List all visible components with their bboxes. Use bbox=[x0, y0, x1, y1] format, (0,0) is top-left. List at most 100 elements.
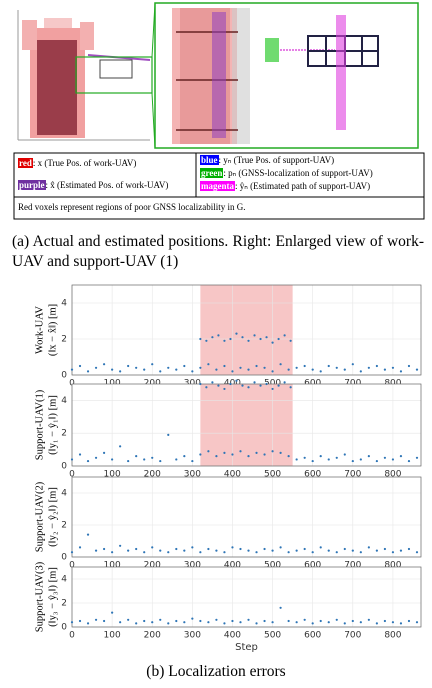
x-tick-label: 100 bbox=[104, 470, 121, 480]
point bbox=[407, 547, 411, 551]
point bbox=[231, 453, 234, 456]
point bbox=[167, 622, 170, 625]
x-tick-label: 100 bbox=[104, 561, 121, 571]
point bbox=[151, 363, 154, 366]
x-tick-label: 400 bbox=[224, 379, 241, 389]
point bbox=[175, 547, 178, 551]
y-tick-label: 4 bbox=[61, 396, 67, 406]
point bbox=[277, 384, 280, 387]
point bbox=[399, 455, 403, 458]
point bbox=[303, 547, 306, 551]
point bbox=[247, 549, 250, 552]
y-tick-label: 0 bbox=[61, 462, 67, 472]
x-tick-label: 600 bbox=[304, 631, 321, 641]
point bbox=[343, 453, 346, 456]
point bbox=[343, 622, 346, 625]
point bbox=[199, 382, 202, 386]
point bbox=[295, 366, 298, 369]
point bbox=[175, 368, 178, 371]
point bbox=[191, 546, 194, 549]
point bbox=[223, 551, 226, 554]
point bbox=[383, 547, 386, 551]
point bbox=[327, 364, 330, 368]
point bbox=[383, 456, 386, 459]
x-tick-label: 300 bbox=[184, 631, 201, 641]
y-tick-label: 4 bbox=[61, 299, 67, 309]
point bbox=[247, 386, 250, 389]
point bbox=[271, 549, 274, 552]
x-tick-label: 800 bbox=[384, 379, 401, 389]
point bbox=[102, 619, 106, 623]
point bbox=[399, 622, 403, 625]
point bbox=[407, 619, 411, 623]
x-tick-label: 0 bbox=[69, 470, 75, 480]
point bbox=[217, 334, 220, 337]
point bbox=[375, 549, 378, 552]
caption-a: (a) Actual and estimated positions. Righ… bbox=[12, 233, 424, 270]
y-tick-label: 4 bbox=[61, 575, 67, 585]
point bbox=[367, 618, 370, 621]
point bbox=[235, 379, 238, 382]
point bbox=[183, 549, 186, 552]
legend-key: blue bbox=[200, 155, 219, 165]
plot-area bbox=[72, 567, 421, 627]
point bbox=[247, 455, 250, 458]
point bbox=[265, 382, 268, 386]
point bbox=[271, 341, 274, 344]
point bbox=[183, 621, 186, 624]
point bbox=[335, 456, 338, 459]
point bbox=[289, 339, 292, 342]
legend-text: : pₙ (GNSS-localization of support-UAV) bbox=[223, 168, 373, 178]
point bbox=[319, 619, 322, 623]
point bbox=[199, 337, 202, 341]
point bbox=[271, 621, 274, 624]
x-tick-label: 400 bbox=[224, 561, 241, 571]
point bbox=[143, 551, 146, 554]
point bbox=[111, 368, 114, 371]
point bbox=[311, 622, 314, 625]
point bbox=[263, 366, 266, 369]
x-tick-label: 300 bbox=[184, 561, 201, 571]
y-tick-label: 2 bbox=[61, 335, 67, 345]
point bbox=[255, 622, 258, 625]
x-tick-label: 300 bbox=[184, 379, 201, 389]
x-tick-label: 0 bbox=[69, 631, 75, 641]
point bbox=[94, 618, 98, 621]
x-tick-label: 800 bbox=[384, 561, 401, 571]
legend-text: : ŷₙ (Estimated path of support-UAV) bbox=[235, 181, 371, 191]
point bbox=[311, 551, 314, 554]
point bbox=[319, 455, 322, 458]
x-tick-label: 600 bbox=[304, 470, 321, 480]
point bbox=[375, 364, 378, 368]
legend-key: magenta bbox=[200, 181, 235, 191]
point bbox=[127, 549, 130, 552]
point bbox=[167, 551, 170, 554]
point bbox=[375, 459, 378, 463]
point bbox=[247, 368, 250, 371]
y-tick-label: 2 bbox=[61, 599, 67, 609]
point bbox=[211, 336, 214, 339]
point bbox=[391, 458, 395, 461]
point bbox=[271, 387, 274, 391]
point bbox=[303, 618, 306, 621]
point bbox=[263, 619, 266, 623]
point bbox=[287, 368, 290, 371]
point bbox=[295, 458, 298, 461]
point bbox=[159, 370, 162, 373]
point bbox=[271, 370, 274, 373]
point bbox=[86, 622, 90, 625]
y-tick-label: 0 bbox=[61, 623, 67, 633]
x-tick-label: 200 bbox=[144, 561, 161, 571]
point bbox=[279, 606, 282, 609]
legend-item: purple: x̂ (Estimated Pos. of work-UAV) bbox=[18, 180, 168, 191]
point bbox=[259, 337, 262, 341]
point bbox=[367, 546, 370, 549]
point bbox=[303, 456, 306, 459]
x-tick-label: 700 bbox=[344, 561, 361, 571]
x-tick-label: 0 bbox=[69, 561, 75, 571]
point bbox=[111, 611, 114, 614]
point bbox=[229, 337, 232, 341]
point bbox=[70, 621, 74, 624]
legend-note: Red voxels represent regions of poor GNS… bbox=[18, 202, 246, 212]
